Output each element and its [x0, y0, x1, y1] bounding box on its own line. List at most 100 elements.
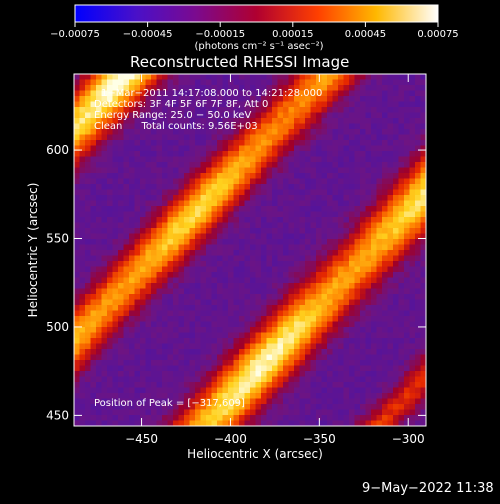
heatmap-cell	[305, 156, 312, 163]
heatmap-cell	[178, 211, 185, 218]
heatmap-cell	[156, 173, 163, 180]
heatmap-cell	[85, 343, 92, 350]
heatmap-cell	[360, 206, 367, 213]
heatmap-cell	[211, 189, 218, 196]
heatmap-cell	[272, 173, 279, 180]
heatmap-cell	[250, 283, 257, 290]
heatmap-cell	[321, 310, 328, 317]
heatmap-cell	[200, 288, 207, 295]
heatmap-cell	[118, 255, 125, 262]
heatmap-cell	[217, 250, 224, 257]
heatmap-cell	[112, 129, 119, 136]
heatmap-cell	[404, 382, 411, 389]
heatmap-cell	[195, 327, 202, 334]
heatmap-cell	[299, 250, 306, 257]
heatmap-cell	[184, 365, 191, 372]
heatmap-cell	[162, 277, 169, 284]
heatmap-cell	[261, 250, 268, 257]
heatmap-cell	[371, 305, 378, 312]
heatmap-cell	[343, 145, 350, 152]
heatmap-cell	[189, 299, 196, 306]
heatmap-cell	[343, 173, 350, 180]
heatmap-cell	[217, 321, 224, 328]
heatmap-cell	[332, 195, 339, 202]
heatmap-cell	[415, 101, 422, 108]
heatmap-cell	[189, 151, 196, 158]
heatmap-cell	[217, 420, 224, 426]
heatmap-cell	[101, 173, 108, 180]
heatmap-cell	[261, 85, 268, 92]
heatmap-cell	[167, 167, 174, 174]
heatmap-cell	[305, 294, 312, 301]
heatmap-cell	[261, 145, 268, 152]
heatmap-cell	[349, 398, 356, 405]
heatmap-cell	[134, 261, 141, 268]
heatmap-cell	[261, 343, 268, 350]
heatmap-cell	[233, 310, 240, 317]
heatmap-cell	[332, 85, 339, 92]
heatmap-cell	[365, 178, 372, 185]
heatmap-cell	[178, 85, 185, 92]
heatmap-cell	[151, 79, 158, 86]
heatmap-cell	[338, 382, 345, 389]
heatmap-cell	[272, 409, 279, 416]
heatmap-cell	[371, 420, 378, 426]
heatmap-cell	[420, 79, 426, 86]
heatmap-cell	[211, 310, 218, 317]
heatmap-cell	[294, 283, 301, 290]
heatmap-cell	[184, 206, 191, 213]
heatmap-cell	[250, 266, 257, 273]
heatmap-cell	[79, 233, 86, 240]
heatmap-cell	[140, 371, 147, 378]
heatmap-cell	[129, 305, 136, 312]
heatmap-cell	[151, 338, 158, 345]
heatmap-cell	[222, 239, 229, 246]
heatmap-cell	[217, 79, 224, 86]
heatmap-cell	[173, 107, 180, 114]
heatmap-cell	[360, 173, 367, 180]
heatmap-cell	[349, 409, 356, 416]
heatmap-cell	[420, 85, 426, 92]
heatmap-cell	[90, 415, 97, 422]
heatmap-cell	[96, 200, 103, 207]
heatmap-cell	[387, 321, 394, 328]
heatmap-cell	[101, 156, 108, 163]
heatmap-cell	[316, 409, 323, 416]
heatmap-cell	[310, 239, 317, 246]
heatmap-cell	[200, 283, 207, 290]
heatmap-cell	[101, 140, 108, 147]
heatmap-cell	[376, 167, 383, 174]
heatmap-cell	[228, 360, 235, 367]
heatmap-cell	[277, 233, 284, 240]
heatmap-cell	[244, 101, 251, 108]
heatmap-cell	[376, 129, 383, 136]
heatmap-cell	[167, 244, 174, 251]
heatmap-cell	[266, 96, 273, 103]
heatmap-cell	[228, 272, 235, 279]
heatmap-cell	[343, 255, 350, 262]
heatmap-cell	[393, 162, 400, 169]
heatmap-cell	[393, 376, 400, 383]
heatmap-cell	[211, 129, 218, 136]
heatmap-cell	[189, 189, 196, 196]
heatmap-cell	[255, 189, 262, 196]
heatmap-cell	[398, 96, 405, 103]
heatmap-cell	[244, 228, 251, 235]
heatmap-cell	[316, 233, 323, 240]
heatmap-cell	[156, 255, 163, 262]
heatmap-cell	[200, 316, 207, 323]
heatmap-cell	[184, 288, 191, 295]
heatmap-cell	[371, 112, 378, 119]
heatmap-cell	[96, 189, 103, 196]
heatmap-cell	[277, 420, 284, 426]
annotation-clean-counts: Clean Total counts: 9.56E+03	[94, 121, 258, 132]
heatmap-cell	[233, 200, 240, 207]
heatmap-cell	[200, 118, 207, 125]
heatmap-cell	[272, 376, 279, 383]
heatmap-cell	[156, 387, 163, 394]
heatmap-cell	[217, 266, 224, 273]
heatmap-cell	[90, 277, 97, 284]
heatmap-cell	[415, 409, 422, 416]
heatmap-cell	[162, 360, 169, 367]
heatmap-cell	[393, 261, 400, 268]
